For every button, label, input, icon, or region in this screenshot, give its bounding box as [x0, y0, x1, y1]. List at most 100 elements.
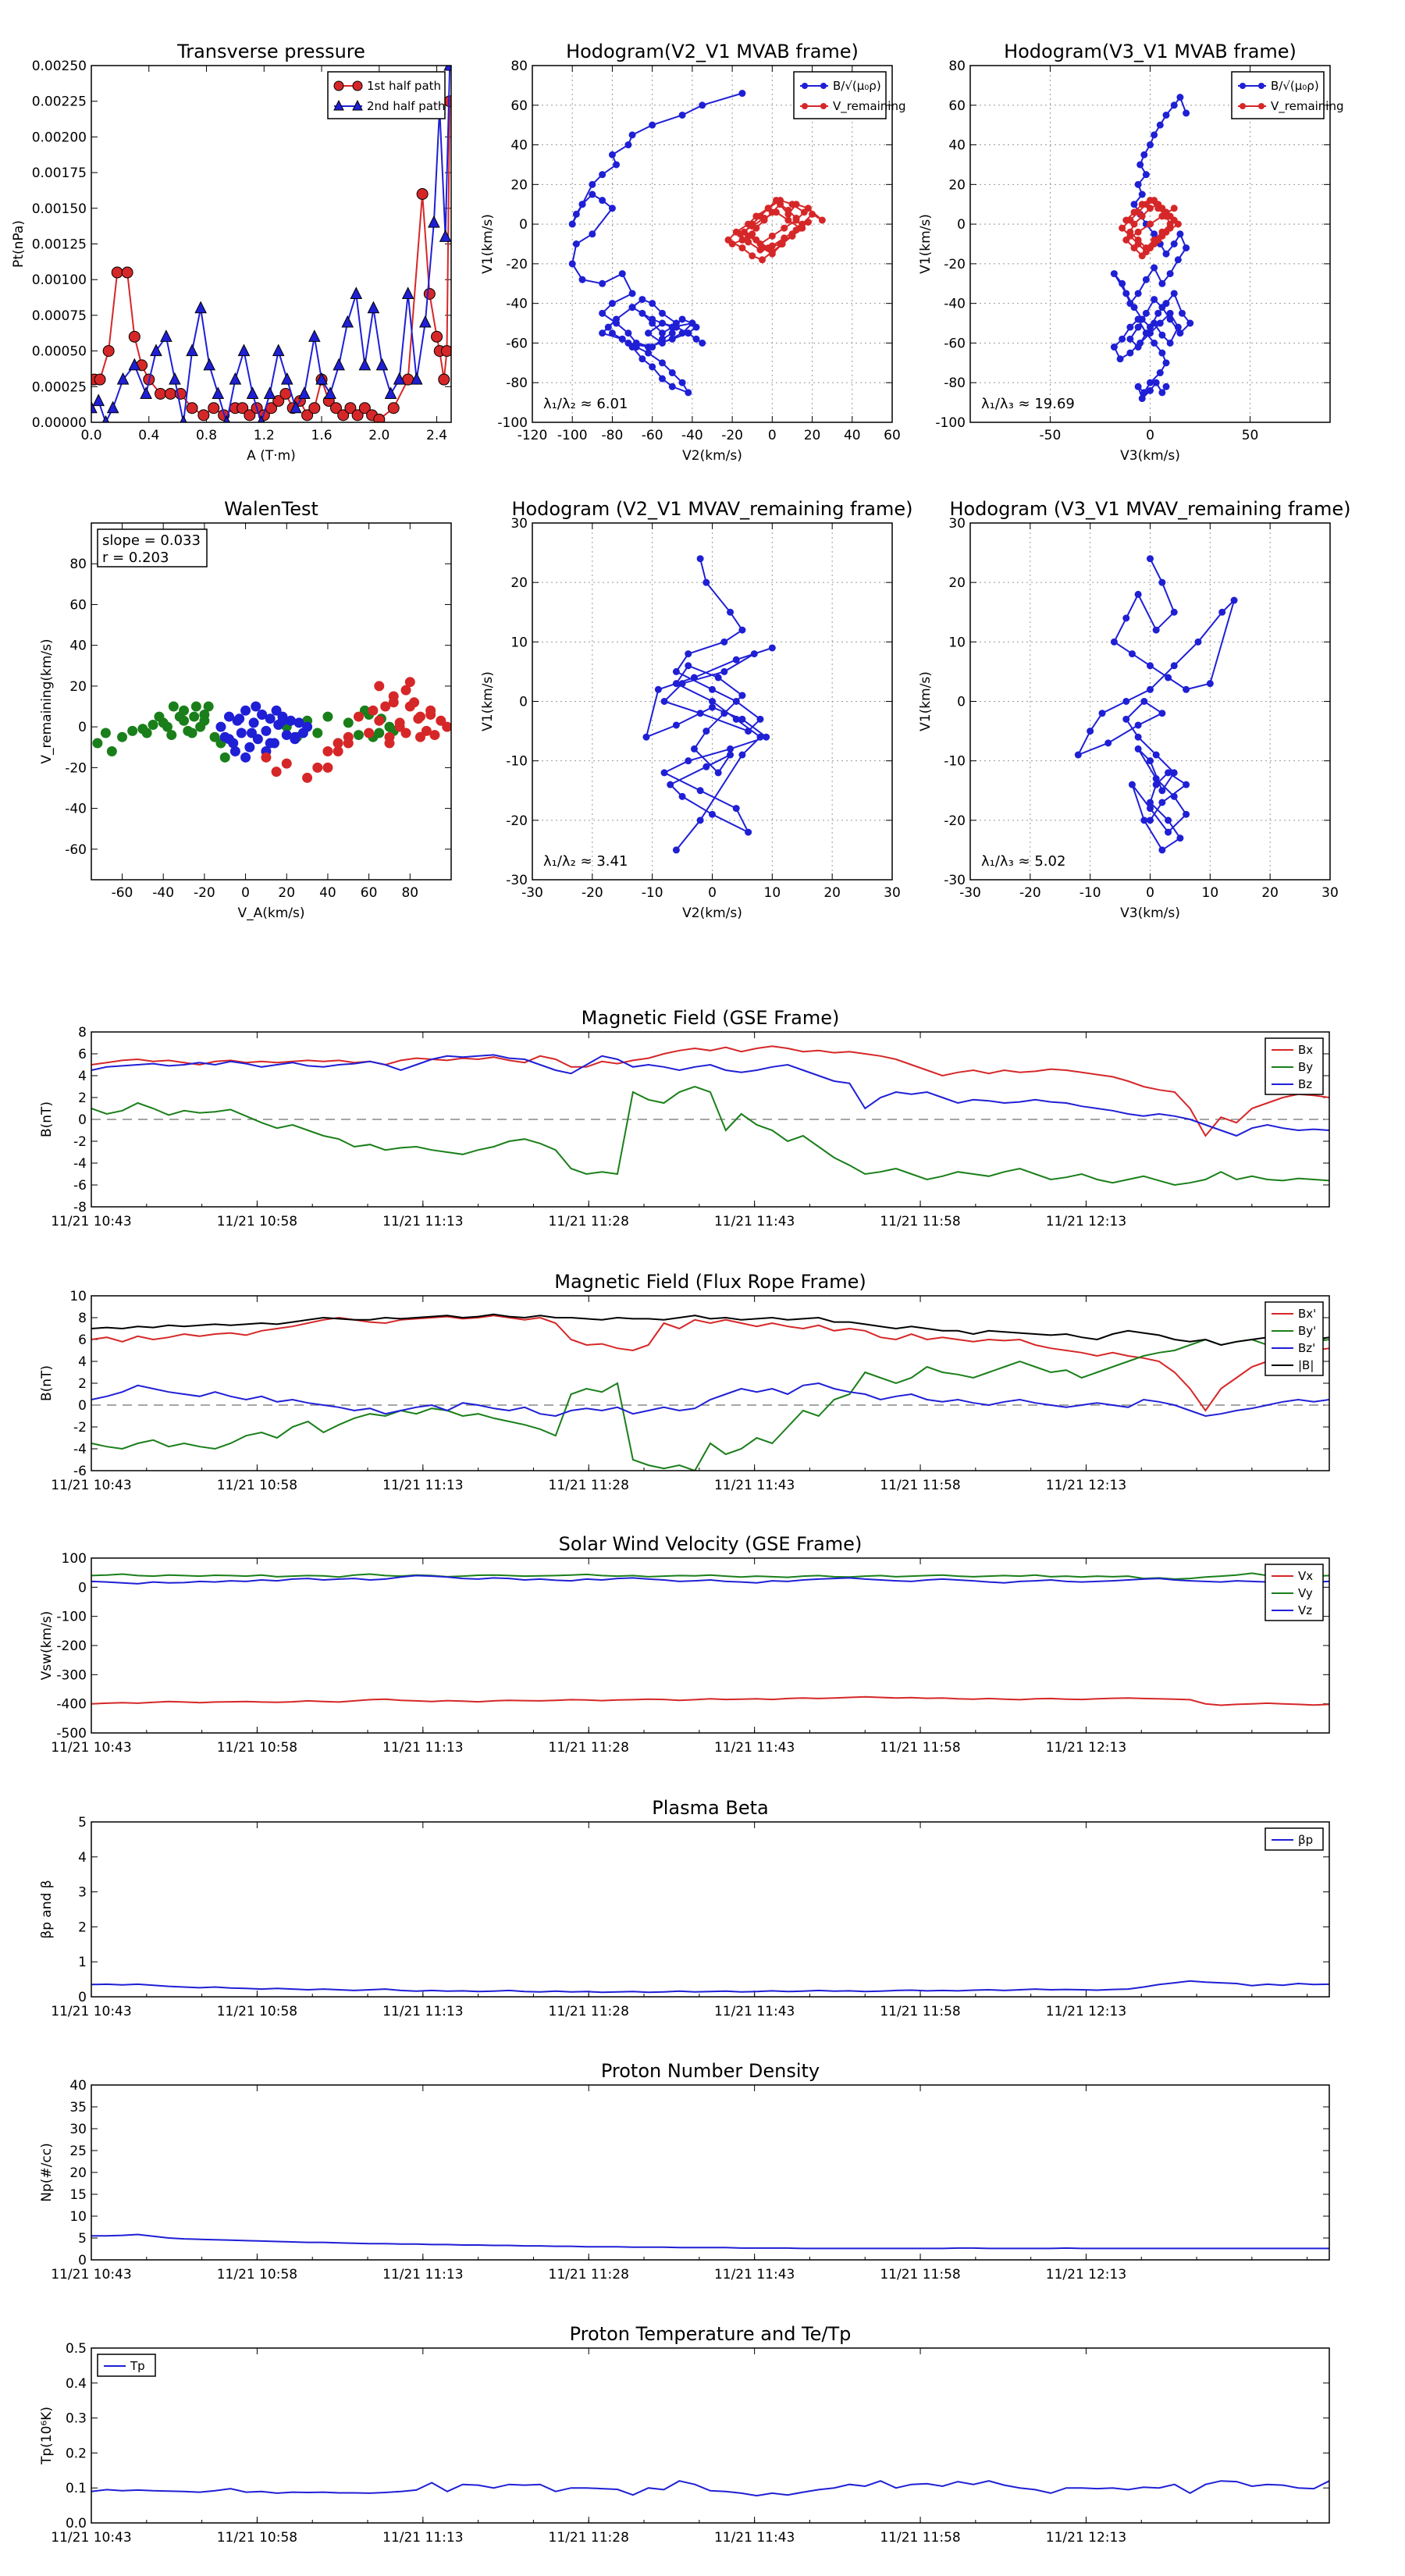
x-tick-label: 11/21 11:58: [880, 1214, 960, 1229]
y-tick-label: 2: [78, 1376, 87, 1392]
panel-walen: -60 -40 -20 0 20 40 60 80 -60 -40 -20 0 20 40 60 80 Wale…: [39, 498, 452, 921]
x-tick-label: 11/21 12:13: [1046, 2004, 1126, 2019]
data-point: [1170, 608, 1178, 616]
series-line: [91, 1574, 1329, 1585]
data-point: [265, 738, 276, 749]
data-point: [117, 731, 128, 742]
data-point: [1166, 315, 1174, 323]
x-tick-label: 11/21 11:58: [880, 2004, 960, 2019]
data-point: [329, 402, 342, 415]
x-tick-label: 40: [844, 428, 861, 443]
data-point: [265, 713, 276, 724]
data-point: [1162, 382, 1170, 390]
data-point: [428, 215, 440, 228]
data-point: [322, 745, 333, 756]
data-point: [1126, 349, 1134, 357]
data-point: [92, 393, 105, 407]
data-point: [384, 386, 397, 399]
y-tick-label: 0.4: [66, 2376, 87, 2392]
data-point: [638, 296, 646, 304]
y-tick-label: 60: [948, 98, 966, 114]
legend-marker: [333, 80, 344, 91]
legend-marker: [352, 80, 363, 91]
x-tick-label: 11/21 10:43: [51, 1214, 131, 1229]
data-point: [690, 674, 698, 681]
x-tick-label: 60: [884, 428, 901, 443]
x-tick-label: 30: [1321, 885, 1339, 901]
data-point: [745, 828, 752, 836]
y-tick-label: 20: [69, 2165, 87, 2181]
y-tick-label: 25: [69, 2144, 87, 2159]
data-point: [809, 210, 816, 218]
data-point: [308, 329, 321, 342]
data-point: [1183, 109, 1190, 117]
y-axis-label: V1(km/s): [480, 214, 496, 274]
data-point: [351, 409, 364, 422]
data-point: [1158, 389, 1166, 397]
y-tick-label: 10: [948, 635, 966, 650]
x-tick-label: 11/21 11:43: [714, 2530, 795, 2546]
y-tick-label: -8: [73, 1200, 87, 1215]
data-point: [714, 769, 722, 777]
data-point: [1138, 395, 1146, 403]
y-tick-label: 2: [78, 1091, 87, 1106]
data-point: [572, 240, 580, 247]
y-tick-label: 0: [78, 720, 87, 735]
data-point: [738, 90, 746, 98]
y-tick-label: 0.00125: [32, 237, 87, 253]
y-tick-label: 0: [78, 2253, 87, 2268]
y-tick-label: -100: [497, 415, 528, 431]
chart-title: Transverse pressure: [176, 41, 365, 62]
data-point: [179, 715, 190, 726]
y-tick-label: 0.00075: [32, 308, 87, 324]
x-tick-label: 0: [1146, 885, 1154, 901]
legend: B/√(μ₀ρ) V_remaining: [793, 71, 906, 119]
data-point: [343, 717, 354, 728]
y-tick-label: 0.00175: [32, 165, 87, 181]
x-tick-label: 11/21 11:13: [382, 2004, 463, 2019]
axes-frame: [91, 1031, 1330, 1208]
data-point: [186, 402, 198, 415]
data-point: [166, 730, 177, 741]
y-tick-label: 4: [78, 1850, 87, 1866]
data-point: [100, 728, 111, 738]
legend-label: Vz: [1298, 1603, 1312, 1617]
data-point: [1154, 309, 1162, 317]
data-point: [750, 650, 758, 658]
data-point: [738, 626, 746, 634]
data-point: [1158, 799, 1166, 806]
data-point: [199, 709, 210, 720]
data-point: [1147, 244, 1154, 252]
data-point: [709, 810, 716, 818]
data-point: [1140, 389, 1148, 397]
data-point: [257, 709, 268, 720]
series-group: [642, 555, 776, 854]
data-point: [1134, 290, 1142, 297]
y-tick-label: -40: [506, 297, 528, 312]
panel-tp: 11/21 10:43 11/21 10:58 11/21 11:13 11/21 1…: [39, 2323, 1330, 2546]
data-point: [1152, 379, 1160, 386]
data-point: [696, 710, 704, 717]
data-point: [658, 319, 666, 327]
data-point: [116, 372, 130, 385]
series-line: [91, 1572, 1329, 1580]
x-tick-label: 0.4: [138, 428, 159, 443]
data-point: [752, 236, 760, 244]
series-line: [645, 558, 773, 851]
data-point: [589, 190, 596, 198]
y-tick-label: 60: [510, 98, 528, 114]
y-tick-label: -80: [944, 375, 966, 391]
legend-label: βp: [1298, 1833, 1313, 1847]
y-tick-label: 10: [69, 1289, 87, 1304]
y-tick-label: 5: [78, 2231, 87, 2247]
y-tick-label: -10: [506, 754, 528, 770]
data-point: [431, 330, 443, 343]
data-point: [1130, 304, 1138, 311]
data-point: [628, 131, 636, 139]
ratio-annotation: λ₁/λ₂ ≈ 6.01: [543, 396, 628, 412]
data-point: [738, 715, 746, 723]
x-tick-label: 11/21 10:58: [217, 1478, 297, 1493]
data-point: [1165, 817, 1172, 824]
data-point: [128, 358, 141, 371]
ratio-annotation: λ₁/λ₃ ≈ 5.02: [981, 853, 1065, 870]
